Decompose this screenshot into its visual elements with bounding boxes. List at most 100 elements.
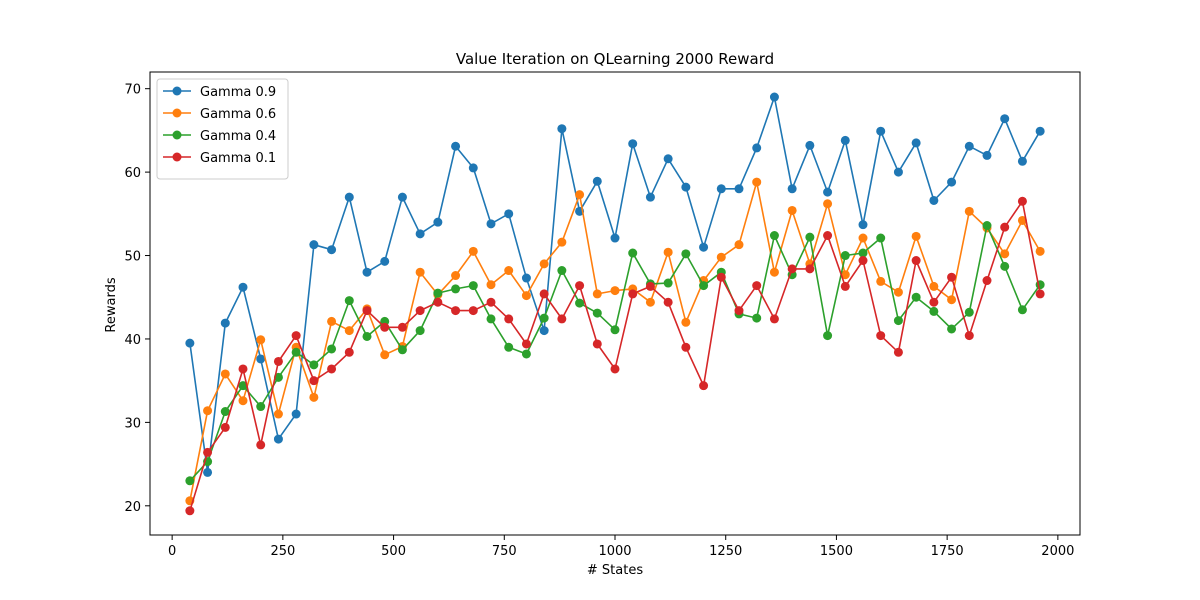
data-point [415,306,425,316]
y-axis-ticks: 20 30 40 50 60 70 [124,83,150,515]
data-point [805,232,815,242]
data-point [858,220,868,230]
data-point [468,163,478,173]
data-point [504,342,514,352]
data-point [876,276,886,286]
legend: Gamma 0.9 Gamma 0.6 Gamma 0.4 Gamma 0.1 [156,78,289,180]
series-line [189,96,1041,474]
data-point [433,217,443,227]
data-point [291,331,301,341]
data-point [238,381,248,391]
data-point [220,369,230,379]
data-point [840,270,850,280]
x-tick-label: 750 [492,544,517,559]
data-point [716,184,726,194]
data-point [840,135,850,145]
data-point [575,281,585,291]
data-point [273,409,283,419]
data-point [610,286,620,296]
data-point [734,240,744,250]
data-point [858,248,868,258]
data-point [415,326,425,336]
data-point [681,317,691,327]
data-point [433,288,443,298]
x-tick-label: 1750 [931,544,964,559]
data-point [1035,126,1045,136]
data-point [645,192,655,202]
data-point [1000,222,1010,232]
data-point [415,229,425,239]
x-tick-label: 2000 [1041,544,1074,559]
data-point [911,292,921,302]
data-point [858,233,868,243]
data-point [220,318,230,328]
data-point [521,291,531,301]
data-point [911,256,921,266]
data-point [787,184,797,194]
data-point [947,295,957,305]
data-point [344,296,354,306]
data-point [964,206,974,216]
x-tick-label: 500 [381,544,406,559]
data-point [309,376,319,386]
data-point [291,347,301,357]
data-point [769,92,779,102]
data-point [256,402,266,412]
data-point [504,266,514,276]
data-point [947,272,957,282]
data-point [805,140,815,150]
data-point [628,139,638,149]
data-point [344,326,354,336]
data-point [238,282,248,292]
data-point [663,247,673,257]
data-point [805,264,815,274]
y-tick-label: 60 [124,166,141,181]
data-point [203,447,213,457]
data-point [893,167,903,177]
data-point [893,347,903,357]
data-point [344,347,354,357]
legend-item: Gamma 0.9 [163,85,276,100]
data-point [362,331,372,341]
data-point [840,281,850,291]
y-tick-label: 20 [124,500,141,515]
data-point [681,182,691,192]
data-point [645,281,655,291]
data-point [539,289,549,299]
data-point [858,256,868,266]
legend-label: Gamma 0.9 [200,85,276,100]
data-point [699,281,709,291]
data-point [663,297,673,307]
data-point [964,331,974,341]
data-point [451,284,461,294]
data-point [451,271,461,281]
legend-item: Gamma 0.4 [163,129,276,144]
data-point [787,264,797,274]
x-tick-label: 1000 [598,544,631,559]
data-point [787,205,797,215]
data-point [468,306,478,316]
data-point [645,297,655,307]
data-point [681,249,691,259]
y-tick-label: 40 [124,333,141,348]
data-point [397,192,407,202]
series-layer [185,92,1045,516]
data-point [504,314,514,324]
data-point [769,314,779,324]
data-point [1017,215,1027,225]
data-point [1000,249,1010,259]
legend-label: Gamma 0.1 [200,151,276,166]
data-point [823,187,833,197]
data-point [203,406,213,416]
data-point [716,272,726,282]
series-3 [185,220,1045,486]
data-point [592,289,602,299]
data-point [663,278,673,288]
y-tick-label: 70 [124,83,141,98]
legend-item: Gamma 0.1 [163,151,276,166]
data-point [1035,289,1045,299]
data-point [823,231,833,241]
data-point [521,273,531,283]
data-point [982,220,992,230]
data-point [220,422,230,432]
